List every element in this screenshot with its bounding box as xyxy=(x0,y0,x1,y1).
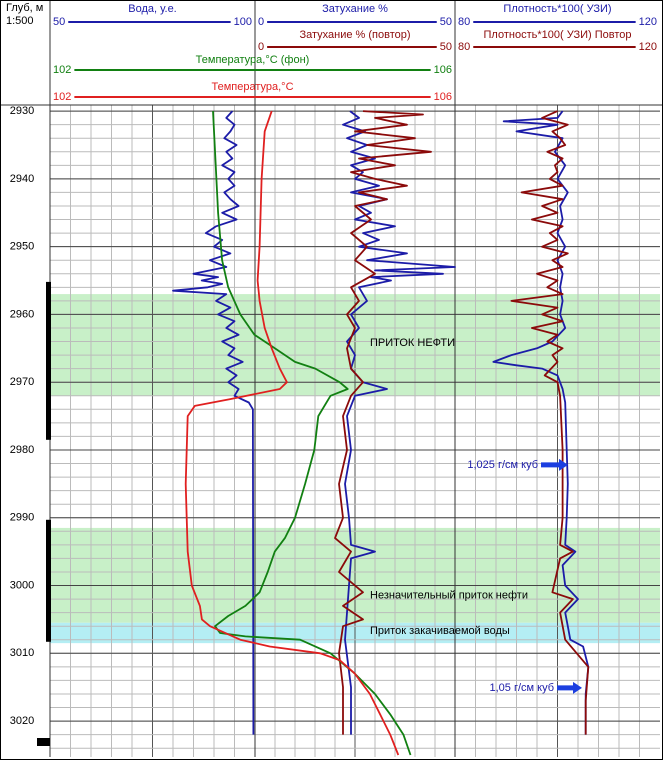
scale-label: 1:500 xyxy=(6,15,34,27)
depth-tick-label: 3020 xyxy=(10,715,34,727)
curve-title: Плотность*100( УЗИ) Повтор xyxy=(484,29,632,41)
scale-min-label: 80 xyxy=(458,16,470,28)
log-curve xyxy=(184,110,400,756)
scale-max-label: 120 xyxy=(639,41,657,53)
density-marker-label: 1,05 г/см куб xyxy=(489,682,554,694)
depth-tick-label: 3000 xyxy=(10,579,34,591)
scale-max-label: 106 xyxy=(434,91,452,103)
scale-max-label: 100 xyxy=(234,16,252,28)
perforation xyxy=(46,281,51,440)
scale-min-label: 0 xyxy=(258,16,264,28)
curve-title: Вода, у.е. xyxy=(128,3,177,15)
scale-min-label: 102 xyxy=(53,91,71,103)
curve-title: Температура,°С xyxy=(211,81,293,93)
depth-tick-label: 2940 xyxy=(10,173,34,185)
scale-min-label: 102 xyxy=(53,64,71,76)
scale-min-label: 0 xyxy=(258,41,264,53)
scale-max-label: 120 xyxy=(639,16,657,28)
curve-title: Затухание % xyxy=(322,3,388,15)
depth-label: Глуб, м xyxy=(6,2,43,14)
marker-arrow xyxy=(557,681,582,694)
depth-tick-label: 2970 xyxy=(10,376,34,388)
log-curve xyxy=(334,110,432,735)
log-curve xyxy=(342,110,456,735)
depth-tick-label: 2950 xyxy=(10,241,34,253)
annotation: ПРИТОК НЕФТИ xyxy=(370,337,455,349)
log-curve xyxy=(172,110,255,735)
curve-title: Затухание % (повтор) xyxy=(299,29,410,41)
scale-max-label: 50 xyxy=(440,16,452,28)
marker-arrow xyxy=(541,458,568,471)
depth-tick-label: 3010 xyxy=(10,647,34,659)
log-curve xyxy=(492,110,590,735)
curve-title: Плотность*100( УЗИ) xyxy=(503,3,611,15)
depth-tick-label: 2990 xyxy=(10,512,34,524)
perforation xyxy=(46,519,51,642)
scale-min-label: 80 xyxy=(458,41,470,53)
depth-tick-label: 2980 xyxy=(10,444,34,456)
curve-title: Температура,°С (фон) xyxy=(196,54,310,66)
scale-min-label: 50 xyxy=(53,16,65,28)
annotation: Незначительный приток нефти xyxy=(370,590,528,602)
scale-max-label: 50 xyxy=(440,41,452,53)
density-marker-label: 1,025 г/см куб xyxy=(467,459,538,471)
depth-tick-label: 2960 xyxy=(10,308,34,320)
annotation: Приток закачиваемой воды xyxy=(370,625,510,637)
log-curve xyxy=(510,110,590,735)
bottom-marker xyxy=(37,738,50,746)
scale-max-label: 106 xyxy=(434,64,452,76)
log-curve xyxy=(212,111,412,756)
depth-tick-label: 2930 xyxy=(10,105,34,117)
